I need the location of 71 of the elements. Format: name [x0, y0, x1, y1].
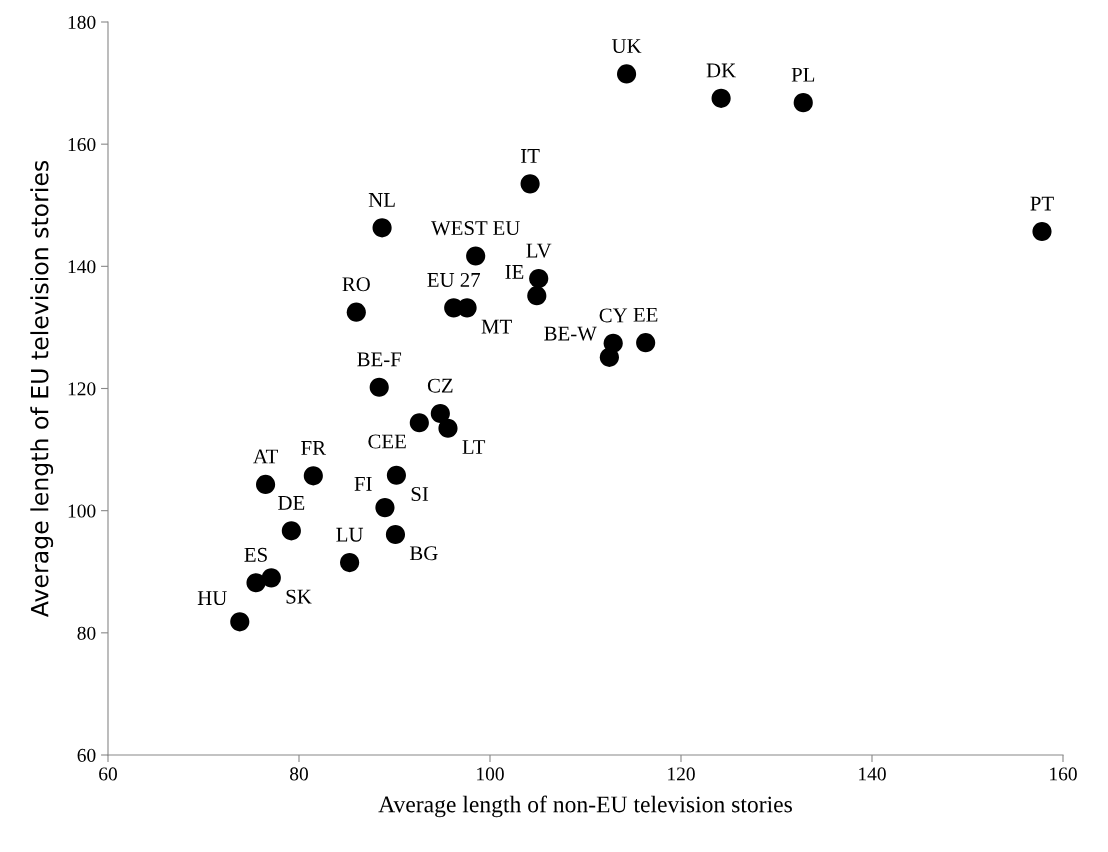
annotation: EU 27 [427, 272, 481, 287]
point [636, 333, 656, 353]
point [529, 268, 549, 289]
x-tick-label: 60 [99, 767, 117, 781]
annotation: HU [197, 591, 227, 606]
y-tick-label: 140 [68, 260, 96, 274]
point [1032, 221, 1052, 242]
annotation: UK [611, 39, 642, 54]
annotation: LT [462, 440, 486, 454]
annotation: PT [1030, 196, 1054, 211]
annotation: CZ [427, 378, 453, 393]
point [520, 174, 540, 194]
point [346, 302, 366, 322]
point [599, 347, 619, 367]
y-tick-label: 120 [68, 382, 96, 396]
y-tick-label: 100 [68, 504, 96, 518]
annotation: FR [301, 441, 327, 455]
annotation: ES [244, 547, 267, 562]
annotation: BE-W [544, 326, 597, 341]
annotation: PL [791, 67, 815, 82]
annotation: IE [505, 265, 524, 279]
x-tick-label: 80 [290, 767, 308, 781]
annotation: LU [336, 527, 364, 542]
x-tick-label: 100 [477, 767, 504, 781]
point [246, 573, 266, 593]
annotation: CEE [368, 434, 406, 449]
point [386, 465, 406, 485]
annotation: NL [368, 193, 395, 207]
point [303, 466, 323, 486]
y-tick-label: 180 [68, 15, 96, 29]
point [372, 218, 392, 238]
annotation: SI [411, 487, 429, 502]
point [261, 568, 281, 588]
x-tick-label: 160 [1050, 767, 1077, 781]
point [385, 524, 406, 545]
annotation: CY [599, 308, 628, 323]
annotation: FI [354, 477, 372, 491]
point [438, 418, 458, 438]
point [230, 612, 250, 632]
annotation: AT [253, 449, 278, 464]
annotation: SK [286, 589, 312, 604]
point [527, 286, 547, 306]
annotation: IT [521, 149, 540, 163]
point [281, 521, 301, 541]
y-tick-label: 160 [68, 137, 96, 152]
annotation: BE-F [357, 352, 402, 367]
point [409, 413, 429, 433]
x-axis-title: Average length of non-EU television stories [378, 795, 792, 818]
annotation: DK [706, 63, 736, 78]
annotation: MT [481, 319, 512, 334]
point [616, 64, 637, 84]
point [369, 377, 389, 397]
point [466, 246, 486, 266]
y-axis-title: Average length of EU television stories [30, 160, 54, 618]
point [430, 403, 450, 424]
y-tick-label: 80 [77, 626, 96, 640]
annotation: DE [278, 496, 305, 510]
point [340, 553, 360, 573]
point [711, 88, 731, 108]
annotation: EE [633, 307, 658, 322]
point [793, 93, 813, 113]
x-tick-label: 120 [668, 767, 695, 781]
x-tick-label: 140 [859, 767, 886, 781]
annotation: WEST EU [431, 221, 520, 236]
annotation: RO [342, 277, 370, 292]
point [256, 474, 276, 494]
point [457, 298, 477, 318]
annotation: BG [409, 546, 438, 561]
point [375, 498, 395, 518]
y-tick-label: 60 [77, 748, 96, 762]
annotation: LV [526, 243, 552, 258]
